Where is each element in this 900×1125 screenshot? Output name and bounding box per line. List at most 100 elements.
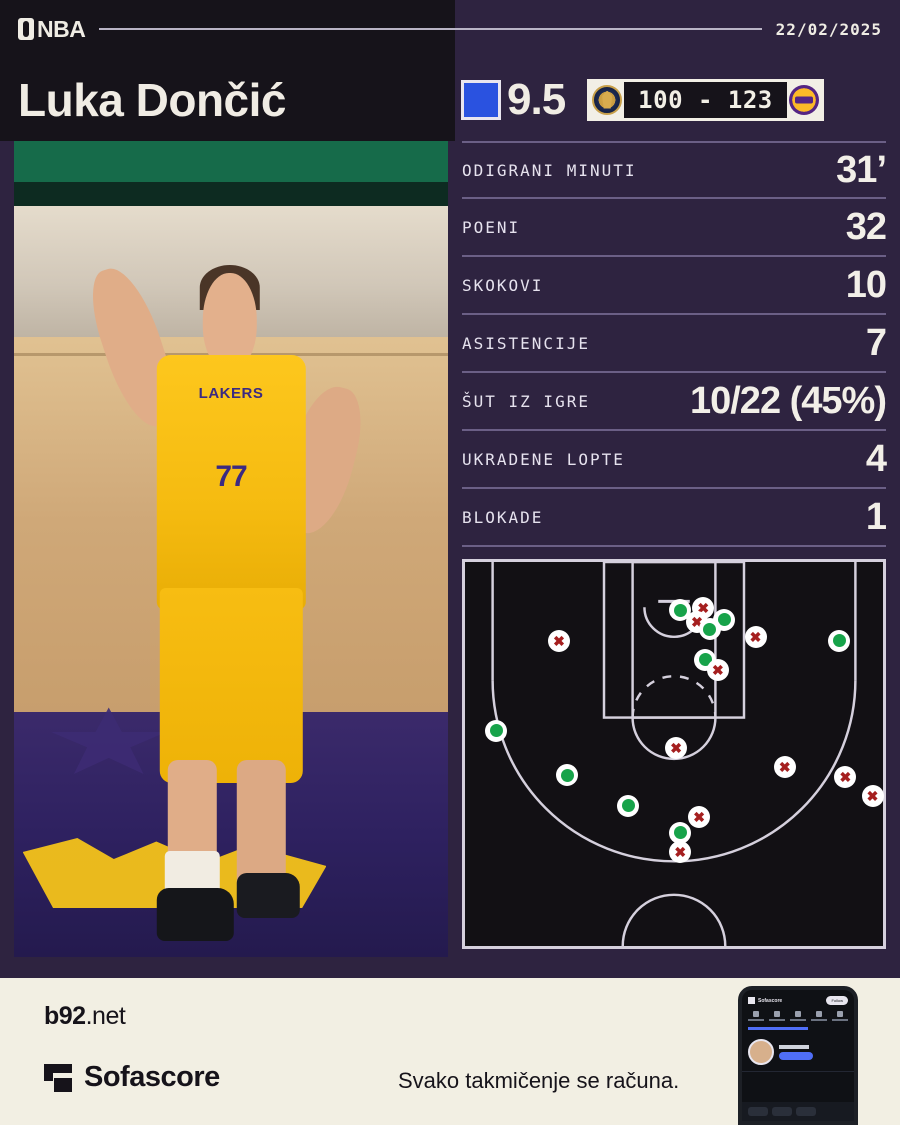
los-angeles-lakers-icon bbox=[788, 84, 819, 115]
stat-label: UKRADENE LOPTE bbox=[462, 449, 625, 469]
stat-label: SKOKOVI bbox=[462, 275, 544, 295]
shot-made-marker bbox=[828, 629, 851, 652]
rating-color-swatch bbox=[461, 79, 501, 120]
phone-brand-text: Sofascore bbox=[758, 997, 783, 1004]
publisher-tld: .net bbox=[85, 1002, 126, 1030]
phone-follow-button: Follow bbox=[826, 996, 848, 1005]
phone-chip bbox=[748, 1107, 768, 1116]
phone-player-name bbox=[779, 1044, 809, 1049]
jersey-team-text: LAKERS bbox=[198, 385, 264, 403]
stat-value: 32 bbox=[845, 205, 887, 248]
shot-missed-marker bbox=[834, 766, 857, 789]
phone-player-avatar bbox=[748, 1039, 774, 1065]
shot-missed-marker bbox=[744, 625, 767, 648]
phone-section-tab bbox=[830, 1076, 844, 1079]
sofascore-mark-icon bbox=[44, 1063, 72, 1092]
shot-made-marker bbox=[485, 719, 508, 742]
player-right-leg bbox=[236, 760, 286, 896]
stat-label: ŠUT IZ IGRE bbox=[462, 391, 590, 411]
shot-made-marker bbox=[556, 764, 579, 787]
phone-app-brand: Sofascore bbox=[748, 997, 782, 1004]
player-head bbox=[202, 272, 257, 371]
shot-missed-marker bbox=[706, 658, 729, 681]
player-jersey bbox=[156, 355, 306, 611]
photo-backdrop-green bbox=[14, 141, 448, 182]
header-divider-line bbox=[99, 28, 762, 30]
header-left-background bbox=[0, 0, 455, 141]
player-right-shoe bbox=[236, 873, 300, 919]
phone-chip bbox=[796, 1107, 816, 1116]
phone-section-tab bbox=[778, 1076, 792, 1079]
nba-silhouette-icon bbox=[18, 18, 34, 40]
stat-label: ODIGRANI MINUTI bbox=[462, 160, 637, 180]
rating-value: 9.5 bbox=[507, 74, 566, 124]
stat-value: 10 bbox=[845, 263, 887, 306]
shot-missed-marker bbox=[688, 806, 711, 829]
stat-row: ODIGRANI MINUTI 31’ bbox=[462, 141, 887, 199]
shot-missed-marker bbox=[669, 840, 692, 863]
shot-missed-marker bbox=[665, 737, 688, 760]
match-date: 22/02/2025 bbox=[775, 19, 882, 39]
stat-label: BLOKADE bbox=[462, 507, 544, 527]
rating-group: 9.5 bbox=[461, 74, 566, 125]
stat-value: 31’ bbox=[836, 148, 887, 191]
phone-tab bbox=[769, 1011, 786, 1021]
jersey-number: 77 bbox=[215, 460, 247, 494]
shot-missed-marker bbox=[861, 785, 884, 808]
phone-tab bbox=[810, 1011, 827, 1021]
stat-value: 1 bbox=[865, 495, 887, 538]
phone-chip bbox=[772, 1107, 792, 1116]
shot-chart bbox=[462, 559, 886, 949]
nba-logo: NBA bbox=[18, 16, 86, 43]
phone-tab bbox=[789, 1011, 806, 1021]
player-shorts bbox=[159, 587, 303, 783]
score-badge: 100 - 123 bbox=[587, 78, 824, 121]
phone-mockup: Sofascore Follow bbox=[738, 986, 858, 1125]
sofascore-logo: Sofascore bbox=[44, 1061, 220, 1094]
stat-row: SKOKOVI 10 bbox=[462, 257, 887, 315]
header-main-row: Luka Dončić 9.5 100 - 123 bbox=[0, 58, 900, 141]
phone-tab-bar bbox=[742, 1008, 854, 1024]
phone-section-tab bbox=[804, 1076, 818, 1079]
stats-table: ODIGRANI MINUTI 31’ POENI 32 SKOKOVI 10 ASISTE… bbox=[462, 141, 887, 547]
body: LAKERS 77 ODIGRANI MINUTI 31’ POENI 32 SKOKO… bbox=[0, 141, 900, 975]
stat-value: 10/22 (45%) bbox=[689, 379, 887, 422]
phone-follow-cta bbox=[779, 1051, 813, 1060]
phone-bottom-bar bbox=[742, 1102, 854, 1121]
top-bar: NBA 22/02/2025 bbox=[0, 0, 900, 58]
photo-backdrop-board bbox=[14, 181, 448, 207]
stat-row: ŠUT IZ IGRE 10/22 (45%) bbox=[462, 373, 887, 431]
footer: b92.net Sofascore Svako takmičenje se ra… bbox=[0, 978, 900, 1125]
stat-label: ASISTENCIJE bbox=[462, 333, 590, 353]
phone-brand-icon bbox=[748, 997, 755, 1004]
stat-value: 4 bbox=[865, 437, 887, 480]
shot-missed-marker bbox=[548, 629, 571, 652]
shot-made-marker bbox=[669, 821, 692, 844]
stat-value: 7 bbox=[865, 321, 887, 364]
player-name: Luka Dončić bbox=[18, 73, 287, 126]
phone-player-info bbox=[779, 1044, 813, 1060]
footer-brands: b92.net Sofascore bbox=[44, 1002, 220, 1094]
phone-section-tabs bbox=[742, 1071, 854, 1083]
sofascore-wordmark: Sofascore bbox=[84, 1061, 220, 1093]
photo-player-figure: LAKERS 77 bbox=[80, 190, 374, 941]
footer-tagline: Svako takmičenje se računa. bbox=[398, 1068, 680, 1093]
publisher-logo: b92.net bbox=[44, 1002, 220, 1031]
shot-missed-marker bbox=[773, 756, 796, 779]
header: NBA 22/02/2025 Luka Dončić 9.5 100 - 123 bbox=[0, 0, 900, 141]
stat-row: UKRADENE LOPTE 4 bbox=[462, 431, 887, 489]
publisher-name: b92 bbox=[44, 1002, 86, 1030]
shot-made-marker bbox=[669, 599, 692, 621]
player-left-shoe bbox=[156, 888, 234, 941]
denver-nuggets-icon bbox=[592, 84, 623, 115]
phone-score-strip bbox=[742, 1024, 854, 1033]
stat-row: POENI 32 bbox=[462, 199, 887, 257]
phone-tab bbox=[748, 1011, 765, 1021]
stat-row: BLOKADE 1 bbox=[462, 489, 887, 547]
home-team-logo bbox=[590, 83, 624, 117]
phone-player-profile bbox=[742, 1033, 854, 1071]
stat-row: ASISTENCIJE 7 bbox=[462, 315, 887, 373]
phone-tab bbox=[831, 1011, 848, 1021]
shot-made-marker bbox=[617, 794, 640, 817]
